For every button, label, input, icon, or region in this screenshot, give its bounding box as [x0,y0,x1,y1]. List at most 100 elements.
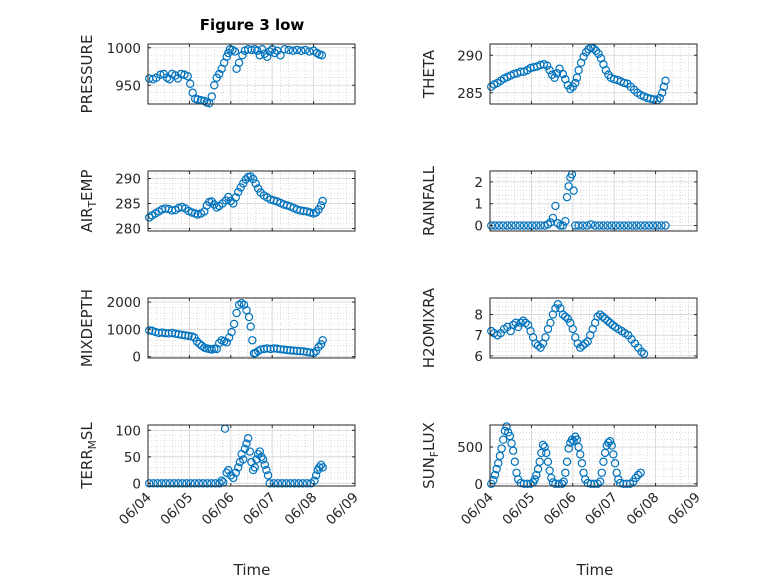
data-point [230,47,240,56]
data-point [624,221,633,230]
plot-area [148,425,355,486]
data-point [145,479,154,488]
data-point [250,463,260,472]
data-point [232,308,241,318]
data-point [244,312,254,322]
data-point [558,221,568,230]
data-point [597,468,606,477]
axes-box [489,170,698,232]
y-axis-label: H2OMIXRA [420,287,438,368]
axes-box [147,297,356,359]
axes-box [147,170,356,232]
data-point [239,455,248,464]
data-point [562,457,572,466]
data-point [546,318,555,328]
data-point [178,479,187,488]
data-point [559,477,568,486]
axes-box [489,424,698,487]
data-point [290,479,299,488]
plot-area [148,171,355,231]
data-point [579,52,588,61]
data-point [262,465,271,475]
data-point [578,221,587,230]
data-point [655,93,664,103]
x-axis-label-left: Time [233,561,271,579]
data-point [603,316,612,325]
data-point [637,347,646,356]
data-point [581,339,590,348]
data-point [246,322,255,331]
data-point [169,479,179,488]
data-point [234,58,244,67]
data-point [494,221,504,230]
data-point [590,221,600,230]
data-point [263,471,273,480]
data-point [243,434,253,443]
data-point [186,479,195,488]
data-point [649,95,659,104]
data-point [607,441,616,450]
data-point [640,221,650,230]
data-point [222,52,231,61]
y-axis-label: RAINFALL [420,165,438,236]
data-point [502,422,511,431]
data-point [615,221,625,230]
y-tick-label: 0 [132,350,141,366]
data-point [234,300,244,310]
data-point [578,341,587,350]
data-point [599,221,608,230]
data-point [657,221,666,230]
data-point [661,76,670,85]
data-point [576,450,585,459]
data-point [571,78,580,88]
data-point [215,479,224,488]
y-tick-label: 280 [115,222,141,238]
data-point [554,479,563,488]
data-point [619,221,629,230]
data-point [557,479,567,488]
data-point [558,69,568,79]
data-point [538,440,548,450]
data-point [156,70,165,79]
data-point [224,333,234,342]
data-point [605,318,615,328]
data-point [227,327,236,337]
data-point [301,45,310,55]
data-point [260,460,269,469]
data-point [521,318,530,328]
data-point [518,316,528,325]
data-point [317,51,327,60]
data-point [543,220,553,229]
data-point [499,435,508,444]
data-point [564,182,573,191]
data-point [510,457,520,466]
data-point [198,479,208,488]
data-point [247,45,256,55]
data-point [661,221,670,230]
data-point [594,49,603,58]
y-tick-label: 0 [474,219,483,235]
data-point [553,300,563,309]
data-point [231,193,240,202]
data-point [276,51,285,60]
data-point [595,310,605,319]
data-point [226,471,235,480]
y-axis-label: SUNFLUX [420,422,441,489]
data-point [533,341,543,350]
y-tick-label: 50 [124,450,141,466]
data-point [197,341,207,350]
data-point [610,459,620,468]
data-point [574,66,583,75]
data-point [542,448,551,458]
data-point [193,210,202,219]
data-point [653,221,662,230]
data-point [161,479,171,488]
subplot-air-temp: 280 285 290 AIRTEMP [78,170,356,238]
data-point [553,219,563,228]
data-point [586,220,596,229]
data-point [605,436,615,446]
data-point [600,314,610,323]
data-point [532,221,541,230]
y-tick-label: 285 [115,197,141,213]
